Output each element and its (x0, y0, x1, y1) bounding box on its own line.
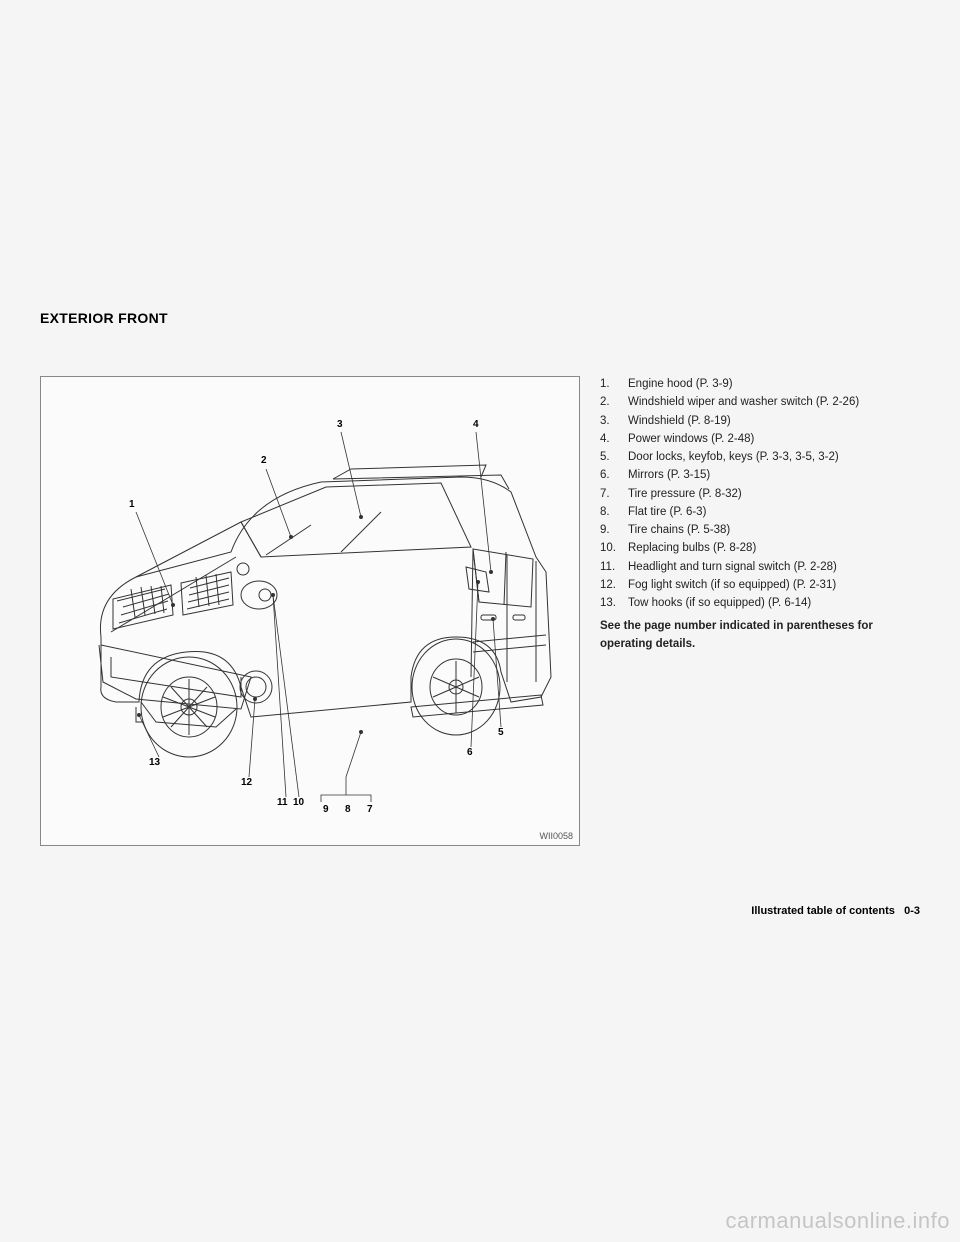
item-text: Tire pressure (P. 8-32) (628, 486, 920, 503)
item-number: 3. (600, 413, 628, 430)
callout-1: 1 (129, 499, 135, 510)
item-number: 6. (600, 467, 628, 484)
item-number: 11. (600, 559, 628, 576)
list-item: 2.Windshield wiper and washer switch (P.… (600, 394, 920, 411)
callout-9: 9 (323, 804, 329, 815)
item-text: Fog light switch (if so equipped) (P. 2-… (628, 577, 920, 594)
vehicle-illustration (41, 377, 581, 847)
list-item: 5.Door locks, keyfob, keys (P. 3-3, 3-5,… (600, 449, 920, 466)
callout-5: 5 (498, 727, 504, 738)
item-text: Power windows (P. 2-48) (628, 431, 920, 448)
item-number: 4. (600, 431, 628, 448)
parts-list: 1.Engine hood (P. 3-9)2.Windshield wiper… (600, 376, 920, 846)
callout-10: 10 (293, 797, 304, 808)
item-number: 10. (600, 540, 628, 557)
section-title: EXTERIOR FRONT (40, 310, 920, 326)
list-item: 13.Tow hooks (if so equipped) (P. 6-14) (600, 595, 920, 612)
page-footer: Illustrated table of contents 0-3 (751, 905, 920, 917)
list-item: 8.Flat tire (P. 6-3) (600, 504, 920, 521)
content-row: 1 2 3 4 5 6 7 8 9 10 11 12 13 WII0058 1.… (40, 376, 920, 846)
callout-11: 11 (277, 797, 288, 808)
list-item: 6.Mirrors (P. 3-15) (600, 467, 920, 484)
footer-page: 0-3 (904, 905, 920, 917)
item-text: Engine hood (P. 3-9) (628, 376, 920, 393)
callout-4: 4 (473, 419, 479, 430)
figure-code: WII0058 (539, 831, 573, 841)
list-item: 11.Headlight and turn signal switch (P. … (600, 559, 920, 576)
callout-6: 6 (467, 747, 473, 758)
item-number: 9. (600, 522, 628, 539)
item-text: Flat tire (P. 6-3) (628, 504, 920, 521)
item-text: Replacing bulbs (P. 8-28) (628, 540, 920, 557)
callout-8: 8 (345, 804, 351, 815)
watermark: carmanualsonline.info (725, 1208, 950, 1234)
item-number: 13. (600, 595, 628, 612)
list-item: 4.Power windows (P. 2-48) (600, 431, 920, 448)
item-number: 8. (600, 504, 628, 521)
item-text: Door locks, keyfob, keys (P. 3-3, 3-5, 3… (628, 449, 920, 466)
callout-12: 12 (241, 777, 252, 788)
list-item: 10.Replacing bulbs (P. 8-28) (600, 540, 920, 557)
item-number: 12. (600, 577, 628, 594)
item-text: Windshield wiper and washer switch (P. 2… (628, 394, 920, 411)
item-text: Mirrors (P. 3-15) (628, 467, 920, 484)
item-number: 7. (600, 486, 628, 503)
item-number: 2. (600, 394, 628, 411)
item-text: Tire chains (P. 5-38) (628, 522, 920, 539)
item-number: 5. (600, 449, 628, 466)
list-item: 1.Engine hood (P. 3-9) (600, 376, 920, 393)
callout-7: 7 (367, 804, 373, 815)
item-text: Headlight and turn signal switch (P. 2-2… (628, 559, 920, 576)
note-text: See the page number indicated in parenth… (600, 618, 920, 653)
item-text: Tow hooks (if so equipped) (P. 6-14) (628, 595, 920, 612)
list-item: 7.Tire pressure (P. 8-32) (600, 486, 920, 503)
list-item: 12.Fog light switch (if so equipped) (P.… (600, 577, 920, 594)
footer-label: Illustrated table of contents (751, 905, 895, 917)
list-item: 9.Tire chains (P. 5-38) (600, 522, 920, 539)
list-item: 3.Windshield (P. 8-19) (600, 413, 920, 430)
item-text: Windshield (P. 8-19) (628, 413, 920, 430)
callout-13: 13 (149, 757, 160, 768)
callout-3: 3 (337, 419, 343, 430)
figure-box: 1 2 3 4 5 6 7 8 9 10 11 12 13 WII0058 (40, 376, 580, 846)
callout-2: 2 (261, 455, 267, 466)
item-number: 1. (600, 376, 628, 393)
